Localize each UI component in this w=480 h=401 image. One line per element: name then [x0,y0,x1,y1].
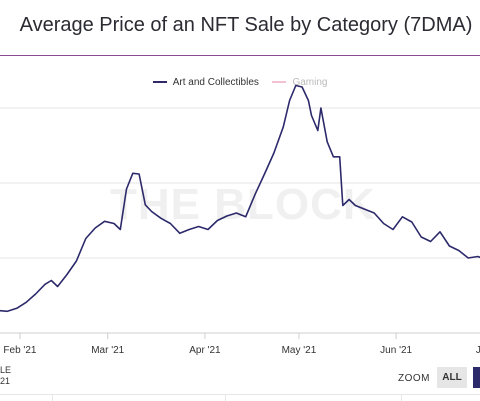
x-axis-tick-label: Feb '21 [3,345,36,356]
legend-swatch-art [152,81,167,84]
zoom-next-button[interactable] [473,367,480,388]
x-axis-tick-label: Apr '21 [189,345,221,356]
navigator-tick [225,394,226,401]
x-axis-tick-label: Jun '21 [380,345,412,356]
legend-item-art[interactable]: Art and Collectibles [152,77,259,88]
x-axis-tick-label: May '21 [282,345,317,356]
navigator-edge-label: LE 21 [0,365,11,387]
legend-label-gaming: Gaming [292,77,328,88]
navigator-edge-line-2: 21 [0,376,11,386]
x-axis-tick-label: Jul '21 [476,345,480,356]
x-axis-tick-label: Mar '21 [91,345,124,356]
navigator-tick [52,394,53,401]
legend-swatch-gaming [271,81,286,84]
legend-label-art: Art and Collectibles [172,77,259,88]
chart-title: Average Price of an NFT Sale by Category… [19,14,473,36]
navigator-rule [0,394,480,395]
navigator-edge-line-1: LE [0,365,12,375]
series-line-art-and-collectibles [0,84,480,313]
navigator-tick [401,394,402,401]
gridlines [0,107,480,334]
legend-item-gaming[interactable]: Gaming [271,77,328,88]
zoom-all-button[interactable]: ALL [437,367,467,388]
title-divider [0,55,480,56]
zoom-label: ZOOM [398,373,430,384]
x-axis-ticks: Feb '21 Mar '21 Apr '21 May '21 Jun '21 Jul '… [3,333,480,356]
watermark: THE BLOCK [110,180,376,229]
chart-legend: Art and Collectibles Gaming [0,77,480,88]
